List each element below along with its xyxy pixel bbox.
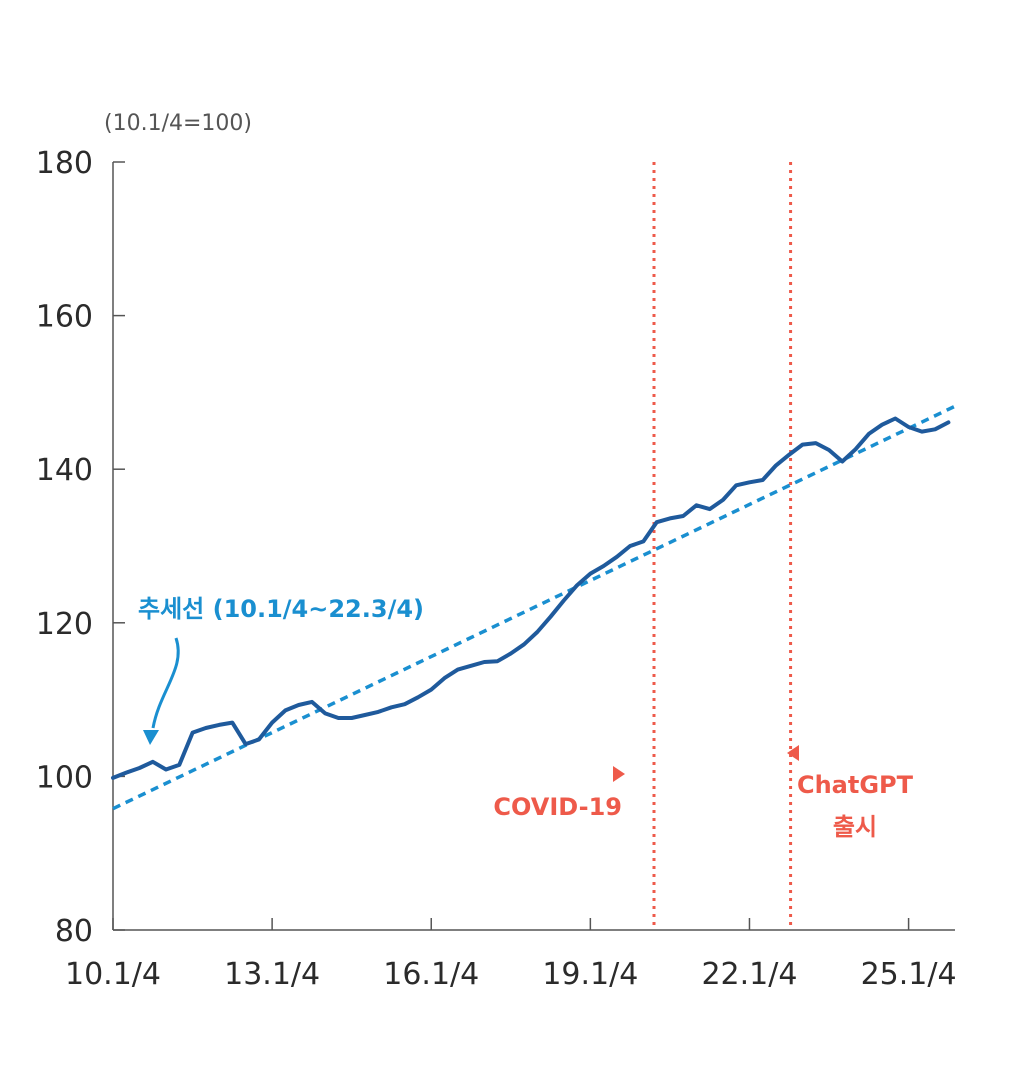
trend-line-label: 추세선 (10.1/4~22.3/4) bbox=[138, 595, 424, 623]
y-tick-label: 160 bbox=[36, 300, 93, 335]
y-tick-label: 80 bbox=[55, 914, 93, 949]
x-tick-label: 13.1/4 bbox=[224, 957, 320, 992]
x-tick-label: 25.1/4 bbox=[861, 957, 957, 992]
y-tick-label: 100 bbox=[36, 760, 93, 795]
x-tick-label: 10.1/4 bbox=[65, 957, 161, 992]
y-unit-label: (10.1/4=100) bbox=[104, 111, 252, 136]
event-lines bbox=[652, 162, 793, 930]
annotations: 추세선 (10.1/4~22.3/4) COVID-19 ChatGPT 출시 bbox=[138, 595, 914, 841]
trend-label-arrowhead-icon bbox=[143, 730, 159, 745]
y-tick-label: 180 bbox=[36, 146, 93, 181]
axes: 80 100 120 140 160 180 10.1/4 13.1/4 16.1/4 19.1/… bbox=[36, 146, 957, 992]
trend-label-arrow-curve bbox=[151, 637, 180, 729]
covid-label: COVID-19 bbox=[493, 793, 622, 821]
chatgpt-triangle-icon bbox=[787, 745, 799, 761]
chatgpt-label-line2: 출시 bbox=[833, 813, 877, 841]
index-series-line bbox=[111, 416, 951, 780]
y-tick-label: 140 bbox=[36, 453, 93, 488]
x-tick-label: 16.1/4 bbox=[383, 957, 479, 992]
covid-triangle-icon bbox=[613, 766, 625, 782]
chatgpt-label-line1: ChatGPT bbox=[797, 771, 914, 799]
series-group bbox=[111, 416, 951, 780]
y-tick-label: 120 bbox=[36, 607, 93, 642]
x-tick-label: 22.1/4 bbox=[701, 957, 797, 992]
x-tick-label: 19.1/4 bbox=[542, 957, 638, 992]
